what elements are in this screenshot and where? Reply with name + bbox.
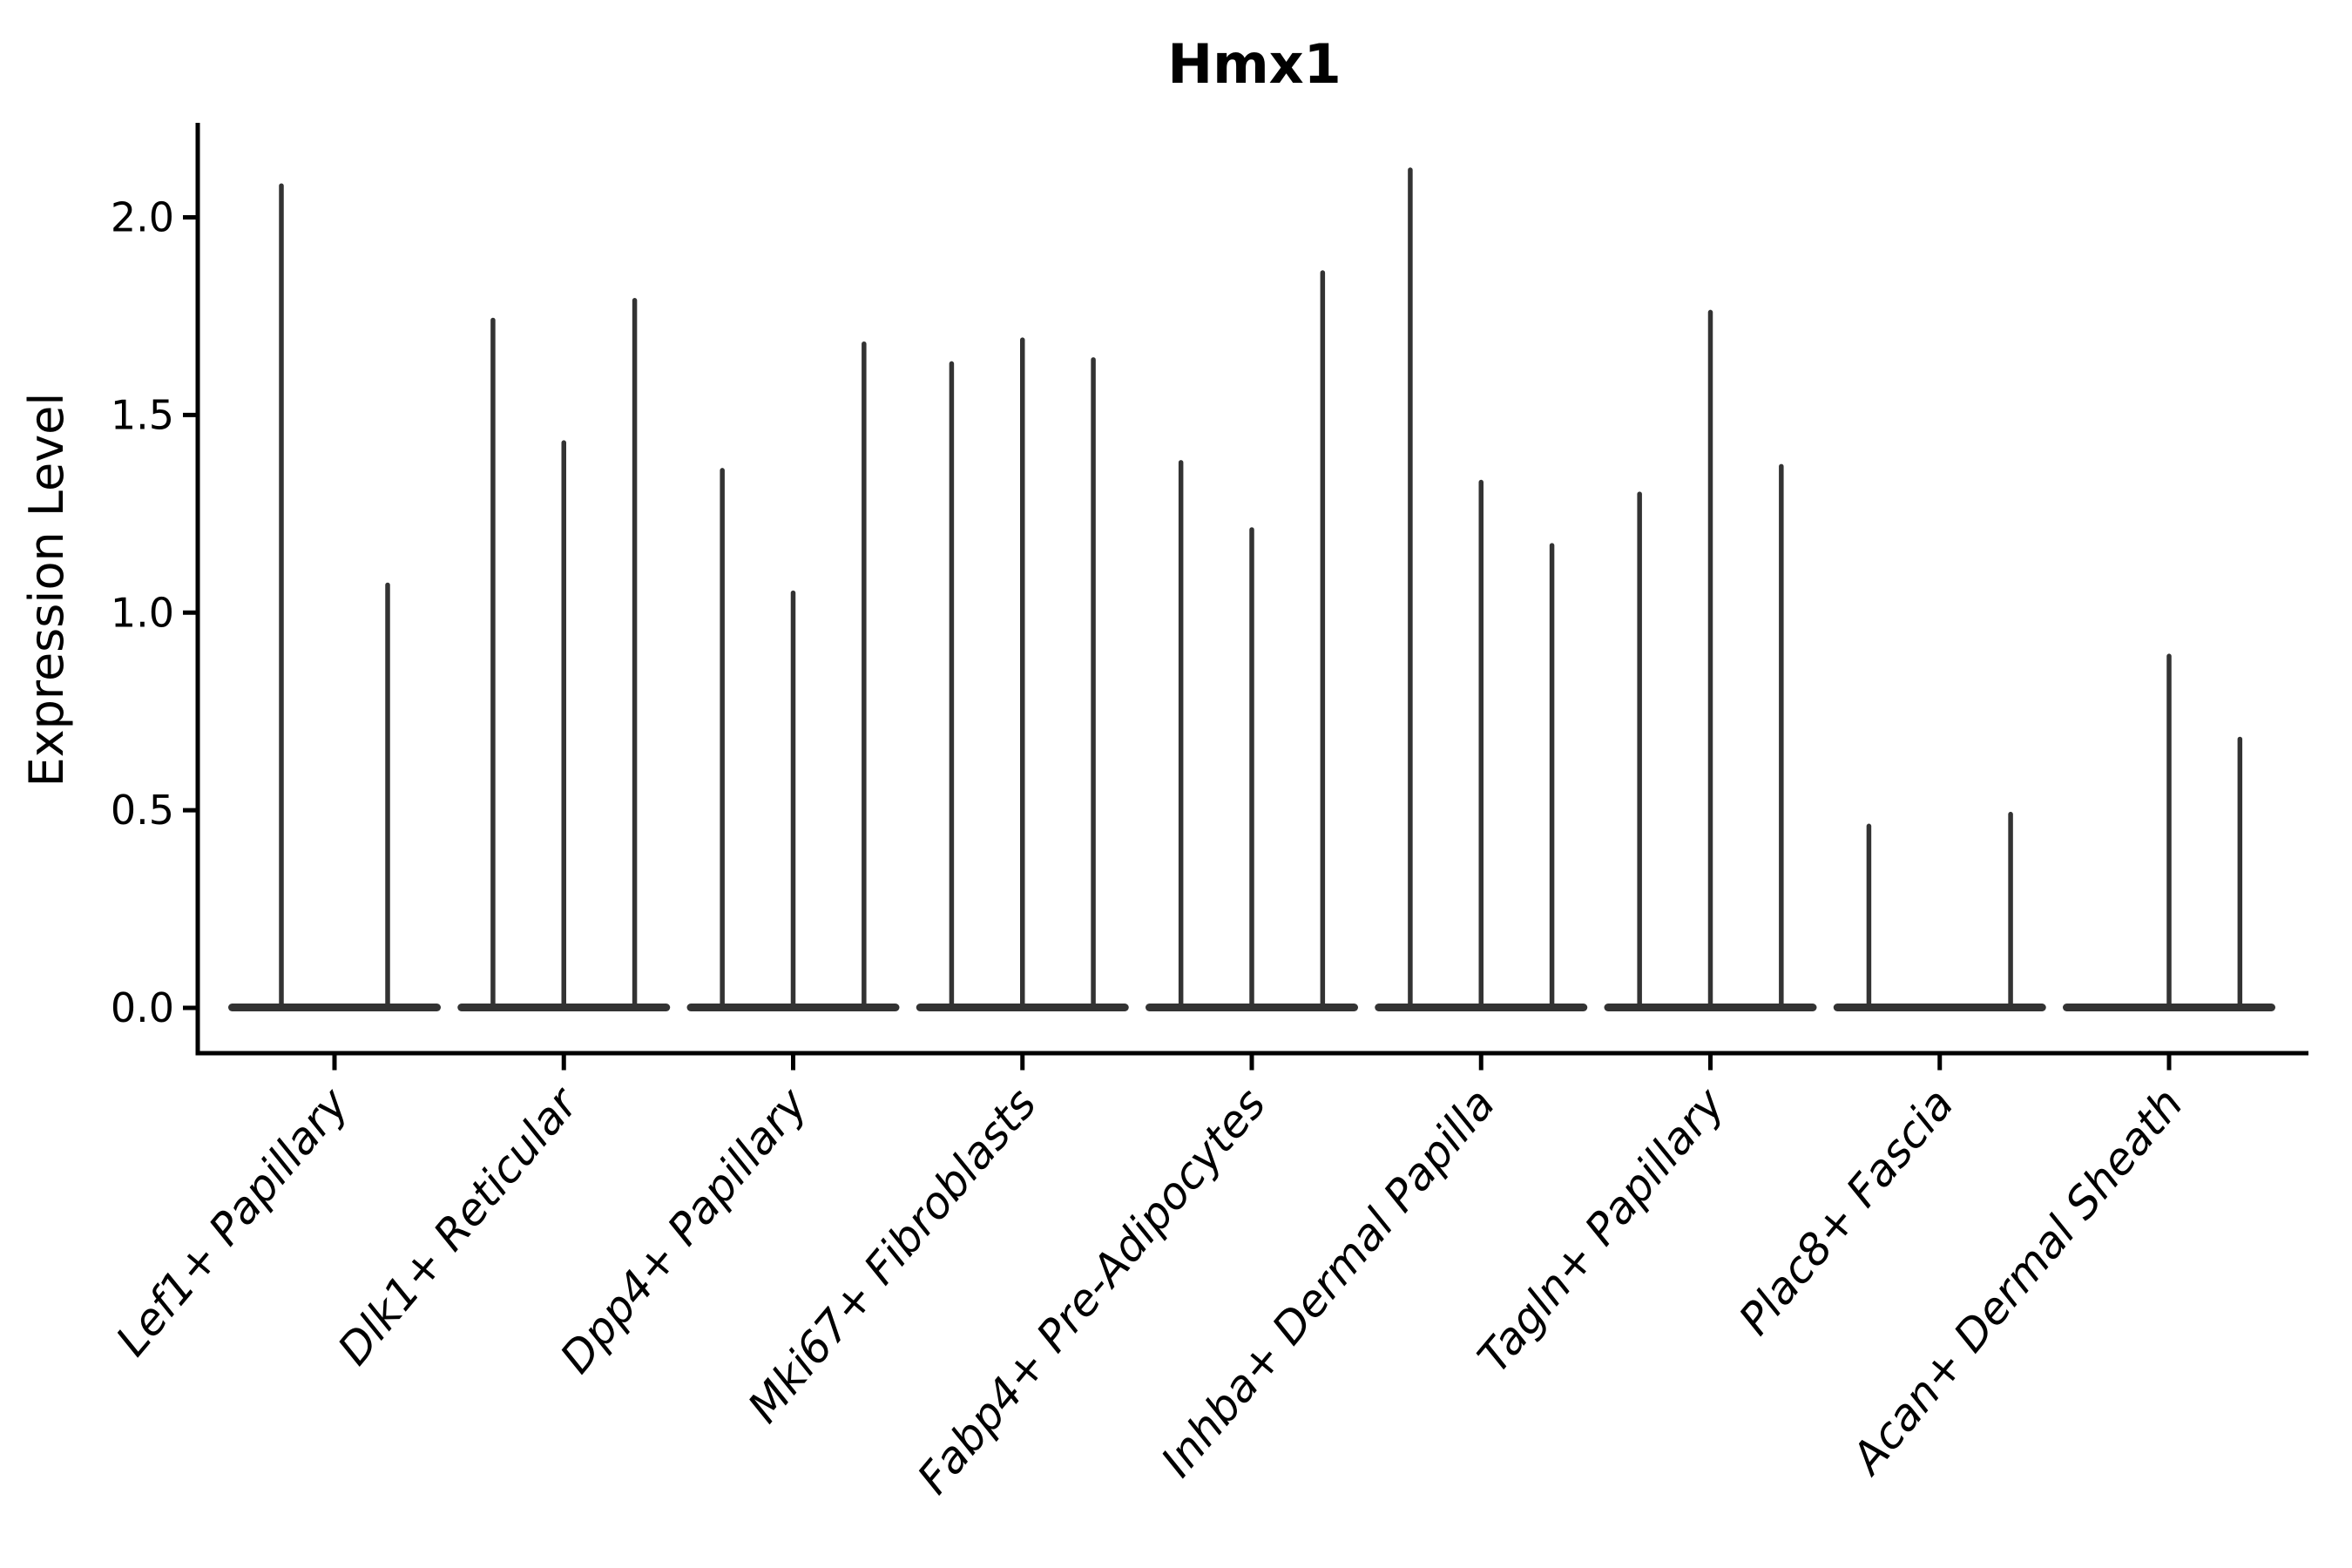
y-tick-label: 0.0 [111,984,174,1031]
y-tick-label: 1.0 [111,589,174,636]
violin-group [1833,811,2046,1011]
violin-group [1604,309,1817,1011]
x-tick-label: Plac8+ Fascia [1729,1078,1963,1344]
axes [195,123,2308,1056]
x-tick-label: Dlk1+ Reticular [328,1077,590,1375]
x-tick-label: Dpp4+ Papillary [551,1078,818,1382]
violin-group [1146,270,1358,1011]
violin-group [686,341,900,1011]
violin-base [228,1004,441,1011]
violin-base [1833,1004,2046,1011]
y-ticks: 0.0 0.5 1.0 1.5 2.0 [111,194,198,1031]
violin-group [2063,653,2275,1011]
x-tick-label: Tagln+ Papillary [1468,1078,1734,1382]
chart-title: Hmx1 [1167,32,1342,96]
violin-group [457,298,671,1011]
violin-group [916,337,1129,1011]
y-tick-label: 2.0 [111,194,174,241]
violin-group [1375,167,1588,1011]
violins [228,167,2275,1011]
y-axis-label: Expression Level [19,393,74,787]
y-tick-label: 1.5 [111,391,174,438]
y-tick-label: 0.5 [111,787,174,834]
x-tick-label: Lef1+ Papillary [106,1078,359,1365]
violin-group [228,183,441,1011]
